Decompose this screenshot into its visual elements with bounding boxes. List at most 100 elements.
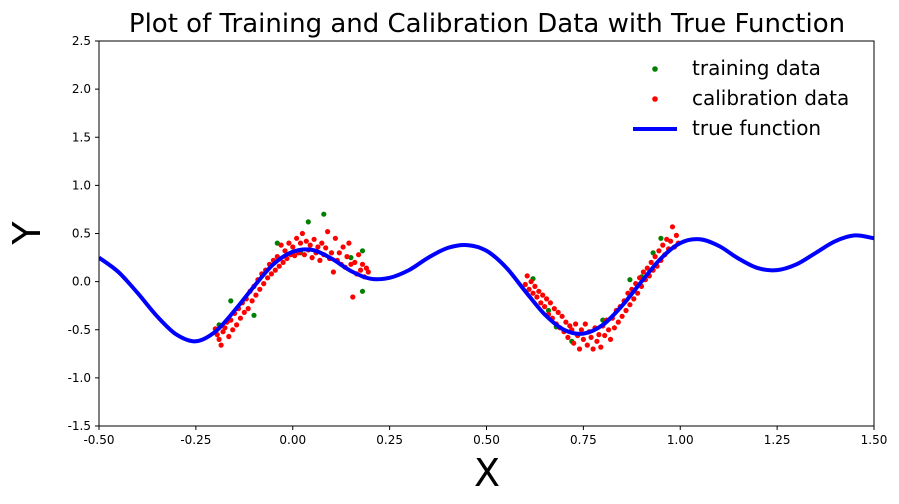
- y-axis-label: Y: [5, 221, 49, 246]
- calibration-point: [664, 236, 670, 242]
- calibration-point: [588, 334, 594, 340]
- calibration-point: [249, 298, 255, 304]
- training-point: [305, 219, 311, 225]
- line-layer: [99, 233, 874, 344]
- calibration-point: [280, 259, 286, 265]
- calibration-point: [303, 238, 309, 244]
- calibration-point: [644, 265, 650, 271]
- x-tick-label: -0.25: [180, 433, 211, 447]
- calibration-point: [584, 342, 590, 348]
- calibration-point: [640, 269, 647, 275]
- legend-label-training: training data: [692, 56, 821, 80]
- calibration-point: [268, 271, 274, 277]
- training-point: [545, 307, 552, 314]
- legend-label-true-function: true function: [692, 116, 821, 140]
- calibration-point: [530, 290, 536, 296]
- calibration-point: [348, 261, 354, 267]
- y-tick-label: -1.5: [68, 419, 91, 433]
- calibration-point: [336, 250, 342, 256]
- x-tick-label: 0.50: [473, 433, 500, 447]
- training-point: [251, 312, 257, 318]
- calibration-point: [660, 242, 666, 248]
- calibration-point: [528, 279, 534, 285]
- calibration-point: [234, 322, 240, 328]
- calibration-point: [571, 340, 577, 346]
- calibration-point: [631, 296, 637, 302]
- calibration-point: [615, 319, 621, 325]
- calibration-point: [538, 300, 544, 306]
- legend-label-calibration: calibration data: [692, 86, 849, 110]
- calibration-point: [257, 286, 263, 292]
- legend-marker-training: [652, 66, 658, 72]
- calibration-point: [297, 240, 304, 246]
- calibration-point: [563, 319, 569, 325]
- calibration-point: [319, 240, 325, 246]
- calibration-point: [220, 329, 226, 335]
- calibration-point: [278, 242, 284, 248]
- calibration-point: [216, 336, 222, 342]
- calibration-point: [542, 304, 548, 310]
- calibration-point: [325, 229, 331, 235]
- calibration-point: [534, 294, 540, 300]
- calibration-point: [669, 224, 676, 230]
- calibration-point: [346, 240, 352, 246]
- training-point: [321, 211, 327, 217]
- calibration-point: [222, 325, 228, 331]
- calibration-point: [226, 333, 232, 340]
- calibration-point: [282, 248, 288, 254]
- calibration-point: [522, 281, 528, 288]
- calibration-point: [276, 263, 282, 269]
- calibration-point: [532, 283, 538, 289]
- training-point: [658, 235, 664, 241]
- calibration-point: [611, 325, 618, 331]
- calibration-point: [607, 336, 614, 342]
- y-tick-label: 2.0: [72, 82, 91, 96]
- x-tick-label: 0.25: [376, 433, 403, 447]
- calibration-point: [602, 332, 608, 339]
- calibration-point: [540, 292, 546, 298]
- training-point: [627, 277, 633, 283]
- x-tick-label: 0.00: [279, 433, 306, 447]
- calibration-point: [606, 327, 612, 333]
- calibration-point: [596, 332, 602, 338]
- calibration-point: [619, 313, 625, 319]
- calibration-point: [526, 286, 532, 292]
- calibration-point: [365, 269, 371, 275]
- calibration-point: [590, 346, 596, 352]
- calibration-point: [635, 290, 641, 296]
- calibration-point: [309, 255, 315, 261]
- calibration-point: [656, 248, 662, 254]
- calibration-point: [524, 273, 530, 279]
- calibration-point: [565, 334, 571, 340]
- calibration-point: [637, 275, 643, 281]
- calibration-point: [328, 250, 335, 256]
- y-tick-label: 0.0: [72, 275, 91, 289]
- calibration-point: [261, 281, 267, 287]
- calibration-point: [623, 307, 629, 314]
- calibration-point: [359, 261, 366, 267]
- y-tick-label: 2.5: [72, 34, 91, 48]
- calibration-point: [344, 254, 350, 260]
- calibration-point: [668, 238, 674, 244]
- true-function-line: [99, 233, 874, 344]
- calibration-point: [241, 309, 247, 315]
- calibration-point: [265, 275, 271, 281]
- y-axis: -1.5 -1.0 -0.5 0.0 0.5 1.0 1.5 2.0 2.5: [68, 34, 99, 433]
- calibration-point: [299, 230, 305, 237]
- training-point: [228, 298, 234, 304]
- y-tick-label: -0.5: [68, 323, 91, 337]
- y-tick-label: 1.5: [72, 130, 91, 144]
- x-tick-label: 1.00: [667, 433, 694, 447]
- calibration-point: [598, 344, 604, 350]
- calibration-point: [332, 235, 338, 241]
- calibration-point: [547, 300, 554, 306]
- calibration-point: [286, 240, 292, 246]
- training-point: [348, 255, 354, 261]
- calibration-point: [237, 315, 243, 321]
- calibration-point: [294, 235, 300, 241]
- calibration-point: [578, 327, 585, 333]
- calibration-point: [555, 309, 561, 315]
- calibration-point: [580, 336, 587, 342]
